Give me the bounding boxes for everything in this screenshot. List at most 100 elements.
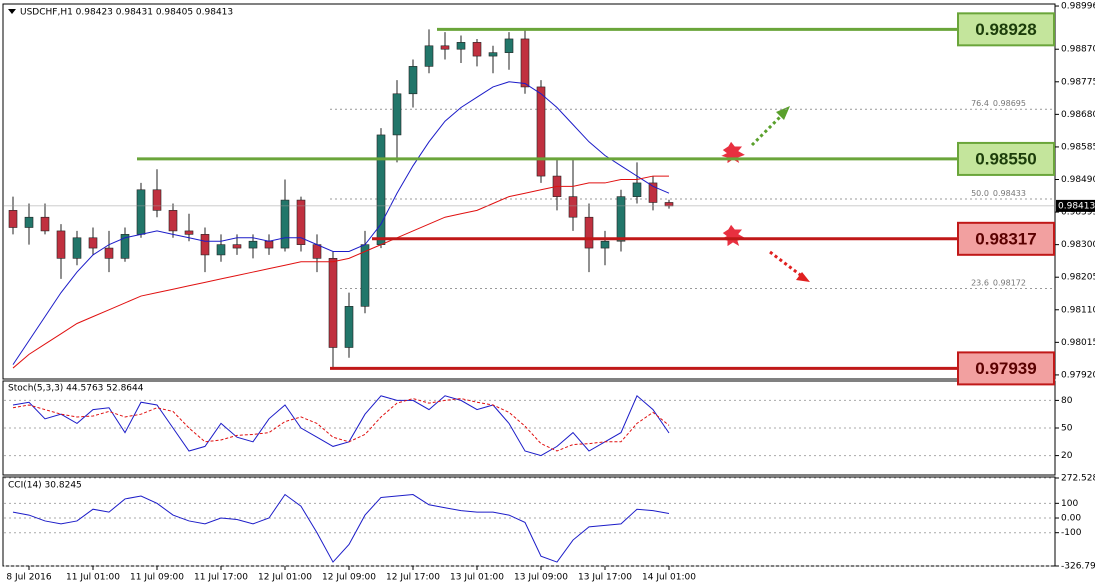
y-tick-label: 0.98775 — [1061, 77, 1095, 87]
moving-average — [12, 81, 670, 365]
candle-body — [344, 306, 354, 348]
candle-body — [216, 244, 226, 256]
candle-body — [584, 216, 594, 249]
candle-body — [632, 182, 642, 197]
main-panel — [2, 3, 1056, 380]
candle-body — [520, 38, 530, 88]
level-box — [957, 351, 1055, 386]
y-tick-label: 0.98585 — [1061, 142, 1095, 152]
y-tick-label: 0.98300 — [1061, 240, 1095, 250]
candle-body — [408, 66, 418, 95]
candle-body — [568, 196, 578, 218]
candle-body — [440, 45, 450, 50]
indicator-line — [12, 493, 670, 563]
x-tick-label: 13 Jul 09:00 — [514, 573, 568, 583]
symbol-line: USDCHF,H1 0.98423 0.98431 0.98405 0.9841… — [20, 8, 233, 18]
fibo-value: 0.98172 — [993, 278, 1026, 287]
candle-body — [280, 199, 290, 249]
down-arrow-head — [796, 272, 810, 282]
y-tick-label: 0.98395 — [1061, 208, 1095, 218]
candle-body — [72, 237, 82, 259]
x-tick-label: 13 Jul 01:00 — [450, 573, 504, 583]
x-tick-label: 13 Jul 17:00 — [578, 573, 632, 583]
down-arrow — [769, 250, 804, 279]
candle-body — [104, 247, 114, 259]
candle-body — [120, 234, 130, 259]
candle-body — [360, 244, 370, 307]
moving-average — [12, 175, 669, 369]
candle-body — [200, 234, 210, 256]
candle-body — [8, 210, 18, 228]
candle-body — [264, 240, 274, 249]
candle-body — [232, 244, 242, 249]
indicator-line — [12, 398, 670, 452]
fibo-label: 76.4 0.98695 — [971, 99, 1026, 108]
cci-title: CCI(14) 30.8245 — [8, 481, 82, 491]
candle-body — [616, 196, 626, 242]
candle-body — [504, 38, 514, 53]
candle-body — [664, 202, 674, 207]
y-tick-label: 0.98870 — [1061, 45, 1095, 55]
candle-body — [136, 189, 146, 235]
x-tick-label: 12 Jul 17:00 — [386, 573, 440, 583]
candle-body — [312, 244, 322, 259]
x-tick-label: 8 Jul 2016 — [6, 573, 51, 583]
candle-body — [424, 45, 434, 67]
level-label: 0.98317 — [975, 229, 1036, 248]
candle-body — [24, 216, 34, 228]
fibo-value: 0.98433 — [993, 189, 1026, 198]
level-label: 0.98550 — [975, 149, 1036, 168]
y-tick-label: -326.793 — [1061, 562, 1095, 572]
candle-body — [328, 258, 338, 348]
x-tick-label: 14 Jul 01:00 — [642, 573, 696, 583]
x-tick-label: 12 Jul 01:00 — [258, 573, 312, 583]
up-arrow — [750, 110, 787, 147]
y-tick-label: 0.98490 — [1061, 175, 1095, 185]
y-tick-label: 0.98205 — [1061, 273, 1095, 283]
candle-body — [488, 52, 498, 57]
candle-body — [248, 240, 258, 249]
candle-body — [88, 237, 98, 249]
x-tick-label: 11 Jul 01:00 — [66, 573, 120, 583]
y-tick-label: 0.98015 — [1061, 338, 1095, 348]
fibo-label: 50.0 0.98433 — [971, 189, 1026, 198]
fibo-level: 50.0 — [971, 189, 989, 198]
candle-body — [456, 42, 466, 50]
candle-body — [600, 240, 610, 249]
level-box — [957, 141, 1055, 176]
y-tick-label: 50 — [1061, 424, 1073, 434]
fibo-value: 0.98695 — [993, 99, 1026, 108]
y-tick-label: 20 — [1061, 451, 1073, 461]
fibo-level: 76.4 — [971, 99, 989, 108]
candle-body — [536, 86, 546, 177]
candle-body — [152, 189, 162, 211]
x-tick-label: 11 Jul 17:00 — [194, 573, 248, 583]
candle-body — [40, 216, 50, 232]
y-tick-label: 272.5284 — [1061, 474, 1095, 484]
x-tick-label: 12 Jul 09:00 — [322, 573, 376, 583]
candle-body — [392, 93, 402, 136]
level-box — [957, 221, 1055, 256]
candle-body — [168, 210, 178, 232]
fibo-label: 23.6 0.98172 — [971, 278, 1026, 287]
stoch-title: Stoch(5,3,3) 44.5763 52.8644 — [8, 384, 144, 394]
symbol-marker — [8, 9, 16, 14]
level-box — [957, 12, 1055, 47]
fibo-level: 23.6 — [971, 278, 989, 287]
candle-body — [184, 230, 194, 235]
level-label: 0.98928 — [975, 20, 1036, 39]
y-tick-label: 0.98680 — [1061, 110, 1095, 120]
level-label: 0.97939 — [975, 359, 1036, 378]
y-tick-label: -100 — [1061, 528, 1082, 538]
y-tick-label: 0.98996 — [1061, 2, 1095, 12]
indicator-line — [12, 394, 670, 457]
y-tick-label: 0.00 — [1061, 514, 1081, 524]
candle-body — [296, 199, 306, 245]
y-tick-label: 0.98110 — [1061, 305, 1095, 315]
candle-body — [472, 42, 482, 57]
x-tick-label: 11 Jul 09:00 — [130, 573, 184, 583]
candle-body — [56, 230, 66, 259]
y-tick-label: 0.97920 — [1061, 370, 1095, 380]
